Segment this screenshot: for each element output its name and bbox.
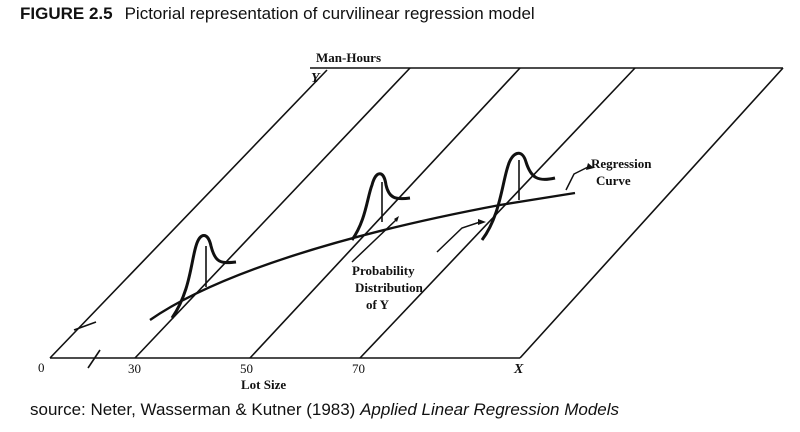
distribution-curve-30 xyxy=(170,234,237,319)
source-prefix: source: Neter, Wasserman & Kutner (1983) xyxy=(30,400,361,419)
leader-lines xyxy=(351,166,589,263)
y-axis-break-mark xyxy=(73,321,97,331)
distribution-curve-70 xyxy=(480,151,556,241)
x-axis-title: Lot Size xyxy=(241,377,286,392)
distribution-leader-line-50 xyxy=(351,219,397,263)
distribution-label-line2: Distribution xyxy=(355,280,424,295)
distribution-arrowhead-70 xyxy=(478,219,486,225)
x-axis-break-mark xyxy=(87,349,101,369)
base-plane xyxy=(49,67,784,369)
distribution-arrowhead-50 xyxy=(394,216,399,222)
source-citation: source: Neter, Wasserman & Kutner (1983)… xyxy=(30,400,619,420)
figure-caption: Pictorial representation of curvilinear … xyxy=(124,4,535,23)
figure-heading: FIGURE 2.5 Pictorial representation of cu… xyxy=(20,4,535,24)
x-tick-30: 30 xyxy=(128,361,141,376)
source-book-title: Applied Linear Regression Models xyxy=(360,400,620,419)
distribution-leader-line-70 xyxy=(436,221,481,253)
origin-label: 0 xyxy=(38,360,45,375)
distribution-label-line3: of Y xyxy=(366,297,390,312)
slice-line-70 xyxy=(359,67,636,359)
x-tick-70: 70 xyxy=(352,361,365,376)
x-axis-letter: X xyxy=(513,362,524,377)
distribution-curve-50 xyxy=(350,172,411,241)
right-edge-line xyxy=(519,67,784,359)
regression-leader-line xyxy=(565,166,589,191)
regression-arrowhead xyxy=(586,163,594,170)
y-axis-line xyxy=(49,69,328,359)
slice-line-50 xyxy=(249,67,521,359)
distribution-label-line1: Probability xyxy=(352,263,415,278)
x-tick-50: 50 xyxy=(240,361,253,376)
figure-number: FIGURE 2.5 xyxy=(20,4,113,23)
slice-line-30 xyxy=(134,67,411,359)
y-axis-letter: Y xyxy=(311,71,321,86)
regression-label-line2: Curve xyxy=(596,173,631,188)
y-axis-title: Man-Hours xyxy=(316,50,381,65)
regression-label-line1: Regression xyxy=(591,156,652,171)
